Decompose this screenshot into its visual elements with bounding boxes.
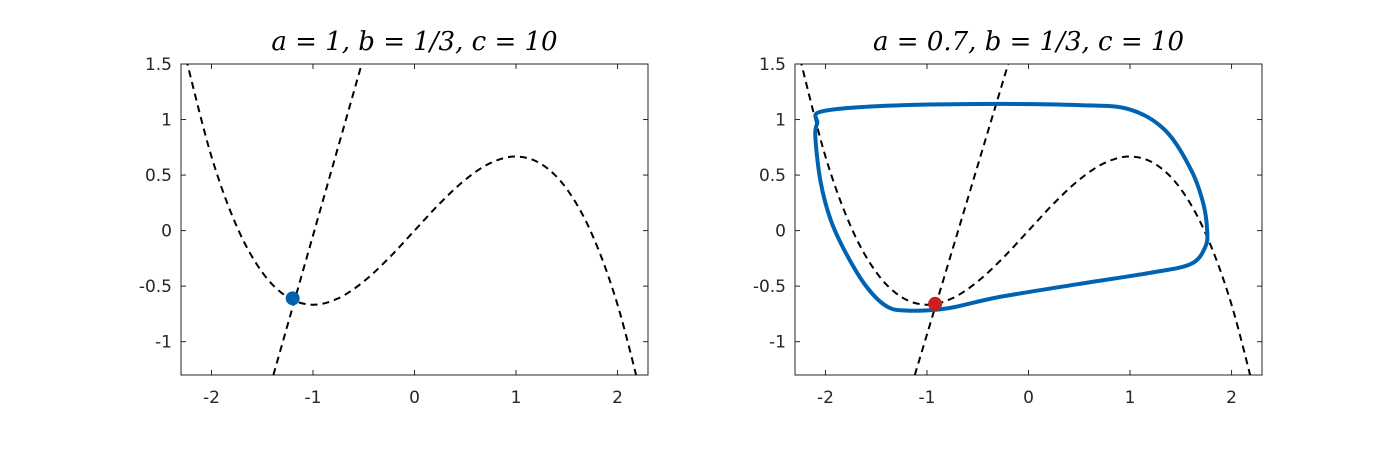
y-tick-label: -1 [155,333,172,353]
y-tick-label: -1 [769,333,786,353]
x-tick-label: 2 [612,388,623,408]
x-tick-label: -2 [817,388,834,408]
x-tick-label: 0 [1023,388,1034,408]
y-tick-label: -0.5 [139,277,172,297]
equilibrium-point [285,291,300,306]
nullcline-linear-line [913,64,1010,375]
y-tick-label: 0.5 [145,166,172,186]
limit-cycle-line [813,101,1210,313]
nullcline-cubic-line [800,64,1252,375]
plot-area [186,64,638,375]
chart-title: a = 0.7, b = 1/3, c = 10 [873,27,1184,57]
y-tick-label: 0 [161,222,172,242]
x-tick-label: -1 [919,388,936,408]
chart-title: a = 1, b = 1/3, c = 10 [271,27,557,57]
axes-box [794,63,1263,376]
y-tick-label: -0.5 [753,277,786,297]
nullcline-cubic-line [186,64,638,375]
nullcline-linear-line [272,64,363,375]
x-tick-label: 2 [1226,388,1237,408]
x-tick-label: -1 [305,388,322,408]
panel-right: -2 -1 0 1 2 -1 -0.5 0 0.5 1 1.5 a = 0.7, b = 1/3, c… [753,27,1263,408]
y-tick-label: 0.5 [759,166,786,186]
equilibrium-point [928,296,943,311]
y-tick-label: 1.5 [759,55,786,75]
y-tick-label: 1 [161,111,172,131]
x-tick-label: 1 [511,388,522,408]
x-tick-label: -2 [203,388,220,408]
panel-left: -2 -1 0 1 2 -1 -0.5 0 0.5 1 1.5 a = 1, b = 1/3, c =… [139,27,649,408]
y-tick-label: 0 [775,222,786,242]
plot-area [800,64,1252,375]
x-tick-label: 1 [1125,388,1136,408]
y-tick-label: 1.5 [145,55,172,75]
y-tick-label: 1 [775,111,786,131]
x-tick-label: 0 [409,388,420,408]
axes-box [180,63,649,376]
